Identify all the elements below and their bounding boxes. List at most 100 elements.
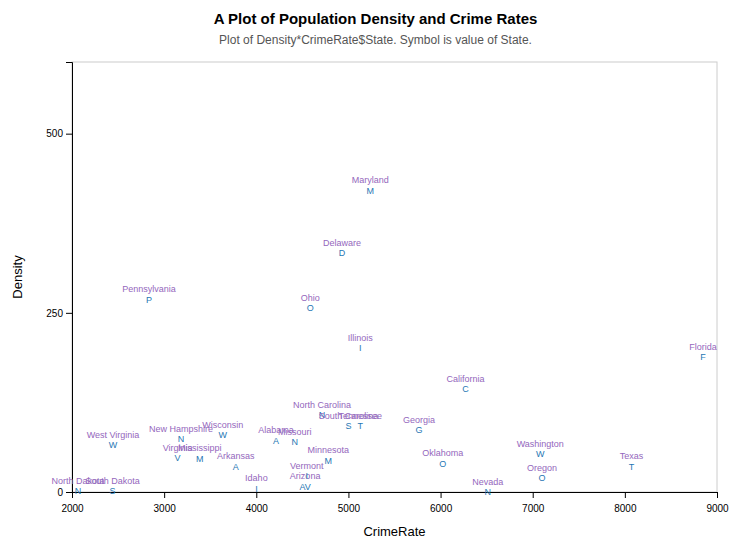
tick: 250 bbox=[46, 308, 72, 319]
point-symbol: O bbox=[538, 473, 545, 483]
point-label: Pennsylvania bbox=[122, 284, 176, 294]
point-label: Arizona bbox=[290, 471, 321, 481]
points: AlabamaAArizonaAVArkansasACaliforniaCDel… bbox=[51, 175, 716, 497]
tick-label: 5000 bbox=[338, 503, 361, 514]
tick-label: 6000 bbox=[430, 503, 453, 514]
point: TexasT bbox=[620, 451, 644, 471]
point: FloridaF bbox=[689, 342, 717, 362]
point-label: Nevada bbox=[472, 477, 503, 487]
point-symbol: V bbox=[175, 453, 181, 463]
point-symbol: O bbox=[307, 303, 314, 313]
point-symbol: I bbox=[359, 343, 362, 353]
point: PennsylvaniaP bbox=[122, 284, 176, 304]
point-symbol: S bbox=[110, 486, 116, 496]
point-symbol: A bbox=[233, 462, 239, 472]
point-symbol: M bbox=[325, 456, 333, 466]
point-symbol: A bbox=[273, 436, 279, 446]
point-label: Oklahoma bbox=[422, 448, 463, 458]
title: A Plot of Population Density and Crime R… bbox=[214, 10, 538, 27]
point: IllinoisI bbox=[348, 333, 374, 353]
point-label: Missouri bbox=[278, 427, 312, 437]
point-label: Texas bbox=[620, 451, 644, 461]
point-symbol: I bbox=[255, 484, 258, 494]
point: OregonO bbox=[527, 463, 557, 483]
point-label: West Virginia bbox=[87, 430, 140, 440]
plot: 2000 3000 4000 5000 6000 7000 8000 9000 0 250 500 C… bbox=[10, 62, 729, 539]
point-symbol: P bbox=[146, 295, 152, 305]
point: West VirginiaW bbox=[87, 430, 140, 450]
point-symbol: M bbox=[196, 454, 204, 464]
point-symbol: AV bbox=[299, 482, 310, 492]
point-label: Georgia bbox=[403, 415, 435, 425]
point-label: North Carolina bbox=[293, 400, 351, 410]
point: ArkansasA bbox=[217, 451, 255, 471]
point-label: Minnesota bbox=[308, 445, 350, 455]
tick-mark bbox=[625, 492, 626, 498]
point-label: Tennessee bbox=[338, 411, 382, 421]
tick: 8000 bbox=[614, 492, 637, 514]
tick-mark bbox=[533, 492, 534, 498]
point: OhioO bbox=[301, 293, 320, 313]
tick: 4000 bbox=[246, 492, 269, 514]
point-label: Wisconsin bbox=[202, 420, 243, 430]
point: IdahoI bbox=[245, 473, 268, 493]
tick-label: 2000 bbox=[61, 503, 84, 514]
x-axis: 2000 3000 4000 5000 6000 7000 8000 9000 bbox=[61, 492, 729, 514]
point: MarylandM bbox=[352, 175, 389, 195]
point-symbol: G bbox=[415, 425, 422, 435]
x-axis-title: CrimeRate bbox=[363, 524, 425, 539]
point-label: Vermont bbox=[290, 461, 324, 471]
point-symbol: O bbox=[439, 459, 446, 469]
point-symbol: N bbox=[484, 487, 491, 497]
tick-label: 9000 bbox=[706, 503, 729, 514]
tick-mark bbox=[66, 134, 72, 135]
point: ArizonaAV bbox=[290, 471, 321, 491]
tick: 7000 bbox=[522, 492, 545, 514]
tick-mark bbox=[66, 313, 72, 314]
point-label: Ohio bbox=[301, 293, 320, 303]
tick-mark bbox=[441, 492, 442, 498]
point-label: Arkansas bbox=[217, 451, 255, 461]
point: WisconsinW bbox=[202, 420, 243, 440]
subtitle: Plot of Density*CrimeRate$State. Symbol … bbox=[219, 33, 532, 47]
point-symbol: D bbox=[339, 248, 346, 258]
tick: 500 bbox=[46, 128, 72, 139]
point: NevadaN bbox=[472, 477, 503, 497]
tick: 6000 bbox=[430, 492, 453, 514]
point-label: Washington bbox=[517, 439, 564, 449]
point-label: Florida bbox=[689, 342, 717, 352]
tick-label: 8000 bbox=[614, 503, 637, 514]
point-symbol: M bbox=[367, 186, 375, 196]
point: WashingtonW bbox=[517, 439, 564, 459]
tick-mark bbox=[717, 492, 718, 498]
plot-frame bbox=[72, 62, 717, 492]
point: DelawareD bbox=[323, 238, 361, 258]
point-symbol: T bbox=[357, 421, 363, 431]
point: VermontI bbox=[290, 461, 324, 481]
tick-label: 7000 bbox=[522, 503, 545, 514]
tick-label: 3000 bbox=[154, 503, 177, 514]
point-label: Delaware bbox=[323, 238, 361, 248]
point: OklahomaO bbox=[422, 448, 463, 468]
point-label: Maryland bbox=[352, 175, 389, 185]
tick-label: 500 bbox=[46, 128, 63, 139]
point-symbol: W bbox=[109, 440, 118, 450]
tick: 5000 bbox=[338, 492, 361, 514]
point-label: Virginia bbox=[163, 443, 193, 453]
axis-line bbox=[73, 493, 718, 499]
point-label: Idaho bbox=[245, 473, 268, 483]
tick-mark bbox=[164, 492, 165, 498]
tick-label: 250 bbox=[46, 308, 63, 319]
point: MissouriN bbox=[278, 427, 312, 447]
y-axis-title: Density bbox=[10, 255, 25, 299]
point-symbol: N bbox=[75, 486, 82, 496]
point: TennesseeT bbox=[338, 411, 382, 431]
axis-line bbox=[66, 63, 73, 493]
tick: 0 bbox=[57, 487, 72, 498]
tick-label: 0 bbox=[57, 487, 63, 498]
chart: A Plot of Population Density and Crime R… bbox=[0, 0, 751, 554]
point-label: California bbox=[446, 374, 484, 384]
point-symbol: W bbox=[219, 430, 228, 440]
tick-mark bbox=[66, 492, 72, 493]
point: CaliforniaC bbox=[446, 374, 484, 394]
